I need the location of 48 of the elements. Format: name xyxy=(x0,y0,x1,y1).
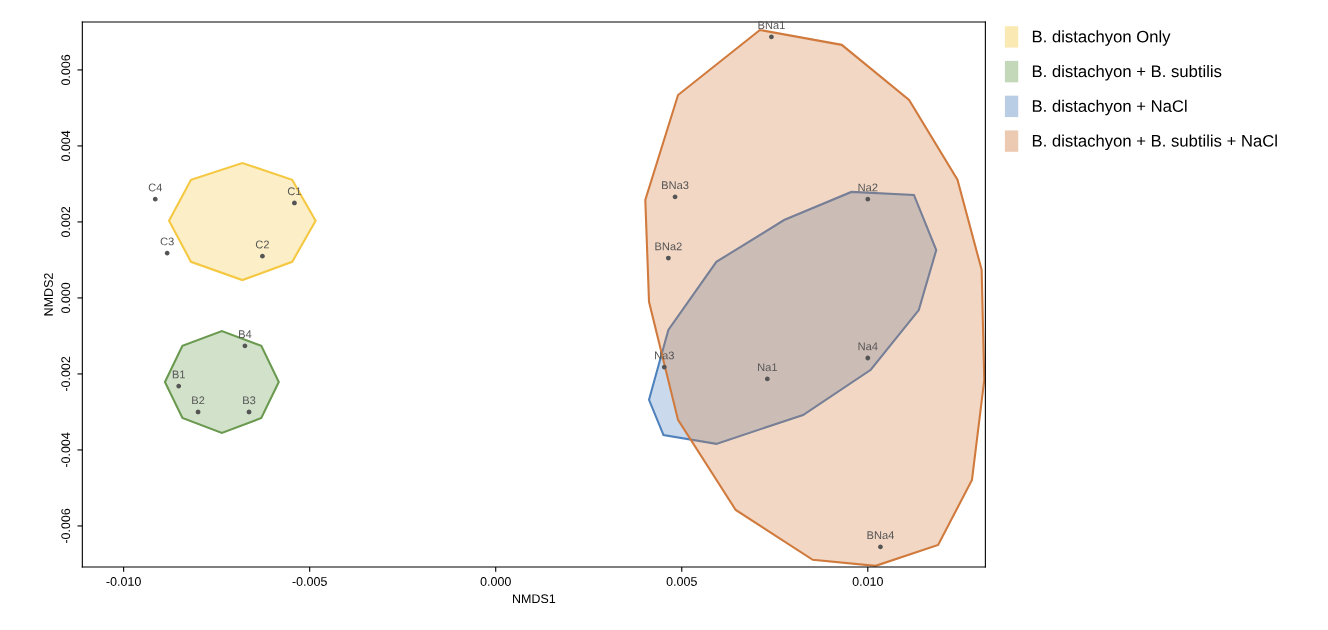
point xyxy=(195,409,201,415)
point xyxy=(152,196,158,202)
data-label: C3 xyxy=(160,237,174,246)
point xyxy=(260,253,265,259)
data-label: Na2 xyxy=(858,183,878,192)
x-tick-label: -0.005 xyxy=(292,577,327,586)
legend-label: B. distachyon + B. subtilis + NaCl xyxy=(1032,134,1277,151)
data-label: BNa4 xyxy=(867,531,895,540)
data-label: BNa3 xyxy=(662,181,689,190)
point xyxy=(665,255,671,261)
x-tick-label: 0.000 xyxy=(480,577,511,586)
data-label: C4 xyxy=(148,183,163,192)
data-label: Na1 xyxy=(758,363,777,372)
point xyxy=(292,200,297,206)
x-tick-label: -0.010 xyxy=(106,577,141,586)
point xyxy=(176,383,182,389)
point xyxy=(764,376,770,382)
y-tick-label: 0.002 xyxy=(61,206,71,238)
point xyxy=(661,364,667,370)
y-tick-label: 0.004 xyxy=(61,130,71,162)
legend-label: B. distachyon Only xyxy=(1032,30,1171,46)
data-label: B2 xyxy=(192,396,205,405)
point xyxy=(242,343,248,349)
y-tick-label: 0.000 xyxy=(61,282,71,314)
data-label: B3 xyxy=(243,396,256,405)
point xyxy=(672,194,678,200)
point xyxy=(865,355,871,361)
y-tick-label: 0.006 xyxy=(61,54,71,86)
y-tick-label: -0.002 xyxy=(61,356,71,392)
legend-label: B. distachyon + NaCl xyxy=(1032,99,1187,116)
data-label: Na4 xyxy=(858,342,878,351)
x-tick-label: 0.005 xyxy=(666,577,697,586)
data-label: BNa2 xyxy=(655,242,682,251)
point xyxy=(878,544,883,550)
point xyxy=(769,34,774,40)
x-axis-title: NMDS1 xyxy=(513,594,556,604)
point xyxy=(164,250,170,256)
data-label: B1 xyxy=(172,370,185,379)
point xyxy=(865,196,871,202)
y-tick-label: -0.006 xyxy=(61,508,71,544)
legend-label: B. distachyon + B. subtilis xyxy=(1032,64,1222,81)
data-label: B4 xyxy=(239,330,252,338)
data-label: BNa1 xyxy=(758,21,785,30)
y-tick-label: -0.004 xyxy=(61,432,71,468)
data-label: C2 xyxy=(255,240,269,249)
point xyxy=(246,409,252,415)
x-tick-label: 0.010 xyxy=(852,577,883,586)
y-axis-title: NMDS2 xyxy=(44,273,53,316)
